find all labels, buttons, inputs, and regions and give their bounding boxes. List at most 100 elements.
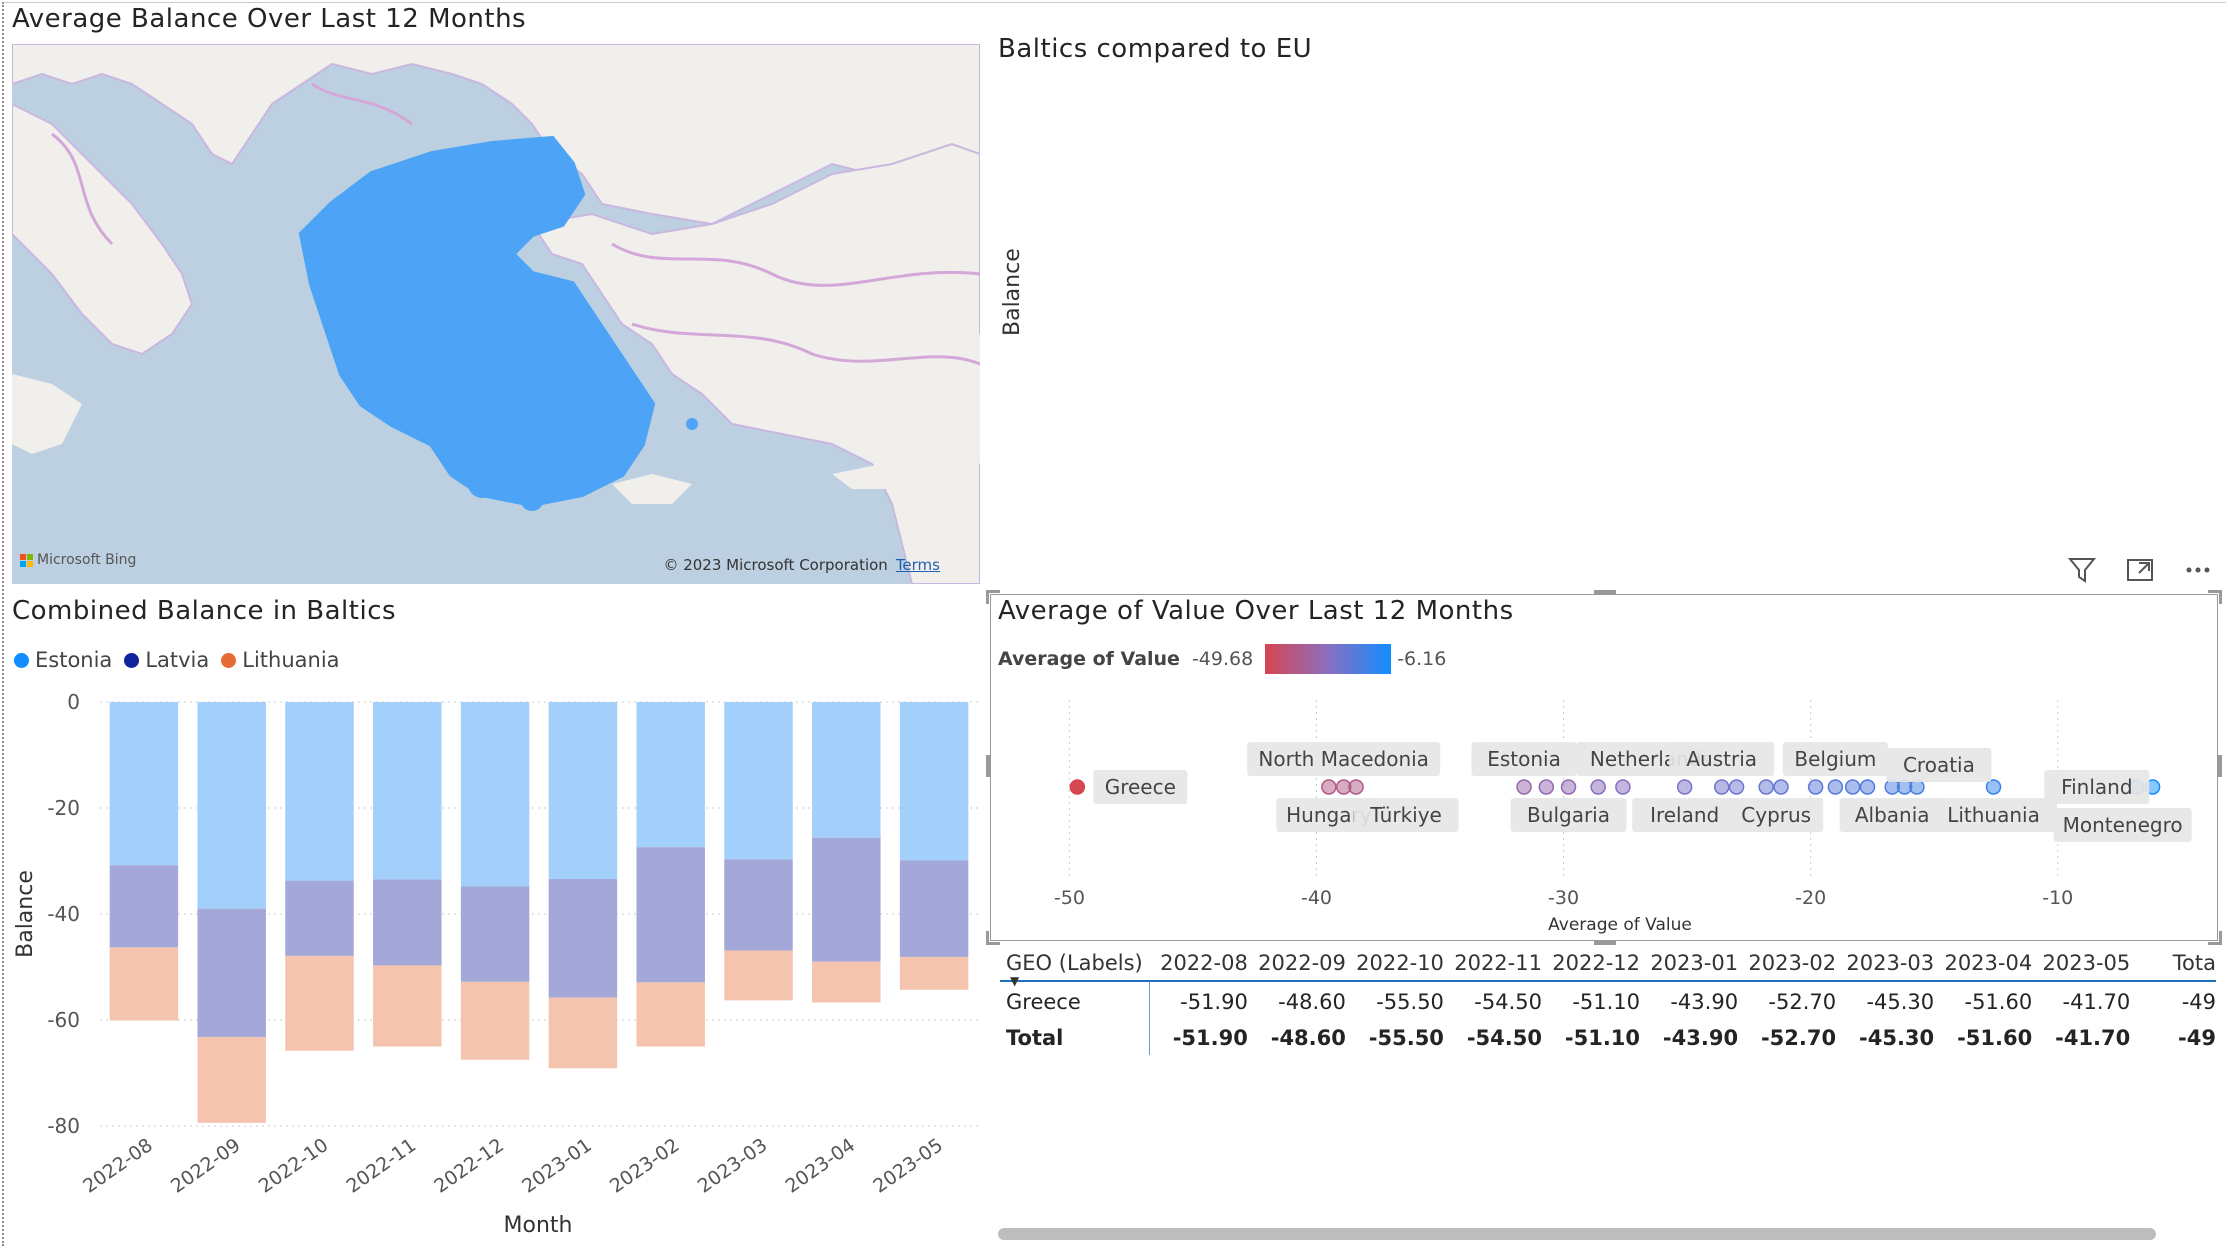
bar-segment-estonia[interactable]: [636, 702, 705, 848]
scatter-point[interactable]: [1590, 779, 1606, 795]
scatter-chart[interactable]: -50 -40 -30 -20 -10 Average of Value Greece Nor…: [990, 690, 2216, 940]
bar-segment-estonia[interactable]: [899, 702, 969, 861]
scatter-point[interactable]: [1560, 779, 1577, 795]
scatter-point[interactable]: [1758, 779, 1774, 795]
bar-segment-estonia[interactable]: [373, 702, 442, 880]
bar-segment-estonia[interactable]: [109, 702, 179, 866]
scatter-point[interactable]: [1844, 779, 1861, 795]
bar-segment-latvia[interactable]: [373, 879, 442, 966]
matrix-cell: -41.70: [2062, 989, 2131, 1014]
bar-segment-estonia[interactable]: [812, 702, 881, 838]
row-header-label: GEO (Labels): [1006, 951, 1143, 975]
svg-text:Türkiye: Türkiye: [1369, 803, 1442, 827]
bar-segment-lithuania[interactable]: [548, 997, 618, 1069]
bar-segment-lithuania[interactable]: [285, 955, 354, 1051]
matrix-column-header[interactable]: 2023-02: [1748, 951, 1837, 975]
matrix-cell: -55.50: [1368, 1026, 1444, 1050]
matrix-column-header[interactable]: 2023-04: [1944, 951, 2033, 975]
matrix-column-header[interactable]: 2022-11: [1454, 951, 1542, 975]
scatter-point[interactable]: [1538, 779, 1555, 795]
scatter-label-estonia: Estonia: [1471, 742, 1577, 776]
matrix-cell: -55.50: [1376, 989, 1444, 1014]
bar-segment-latvia[interactable]: [460, 886, 530, 982]
legend-item-latvia[interactable]: Latvia: [124, 648, 209, 672]
bar-segment-latvia[interactable]: [548, 879, 618, 998]
matrix-cell: -45.30: [1859, 1026, 1935, 1050]
bar-segment-latvia[interactable]: [899, 860, 969, 957]
matrix-cell: -48.60: [1270, 1026, 1346, 1050]
x-tick-label: 2023-05: [869, 1134, 947, 1198]
matrix-cell: -43.90: [1670, 989, 1739, 1014]
bar-segment-latvia[interactable]: [724, 859, 793, 951]
filter-icon[interactable]: [2064, 552, 2100, 588]
bar-segment-lithuania[interactable]: [724, 950, 793, 1001]
matrix-row-header[interactable]: GEO (Labels) ▼: [1000, 946, 1149, 988]
filled-map[interactable]: Microsoft Bing © 2023 Microsoft Corporat…: [12, 44, 980, 584]
scatter-label-albania: Albania: [1839, 798, 1945, 832]
scatter-point[interactable]: [1516, 779, 1532, 795]
matrix-column-header[interactable]: 2023-03: [1846, 951, 1935, 975]
terms-link[interactable]: Terms: [895, 556, 940, 574]
legend-item-lithuania[interactable]: Lithuania: [221, 648, 340, 672]
matrix-column-header[interactable]: 2022-12: [1552, 951, 1641, 975]
bar-legend: Estonia Latvia Lithuania: [14, 648, 340, 672]
line-visual-title: Baltics compared to EU: [998, 34, 1313, 64]
bar-segment-estonia[interactable]: [548, 702, 618, 880]
matrix-column-header[interactable]: 2023-01: [1650, 951, 1739, 975]
bar-segment-estonia[interactable]: [285, 702, 354, 881]
scatter-point[interactable]: [1069, 779, 1086, 795]
scatter-point[interactable]: [1348, 779, 1364, 795]
svg-text:Estonia: Estonia: [1487, 747, 1561, 771]
bar-segment-lithuania[interactable]: [109, 947, 179, 1021]
scatter-point[interactable]: [1807, 779, 1824, 795]
x-axis-label: Average of Value: [1548, 915, 1692, 935]
bar-segment-latvia[interactable]: [109, 865, 179, 948]
map-visual-title: Average Balance Over Last 12 Months: [12, 4, 527, 34]
bar-segment-lithuania[interactable]: [373, 965, 442, 1047]
map-canvas: [12, 44, 980, 584]
bar-segment-lithuania[interactable]: [460, 981, 530, 1060]
scatter-point[interactable]: [1827, 779, 1844, 795]
matrix-column-header[interactable]: 2023-05: [2042, 951, 2131, 975]
matrix-column-header[interactable]: 2022-10: [1356, 951, 1444, 975]
bar-segment-latvia[interactable]: [285, 880, 354, 956]
bar-segment-estonia[interactable]: [197, 702, 266, 909]
bar-segment-latvia[interactable]: [197, 908, 266, 1037]
scatter-point[interactable]: [1859, 779, 1876, 795]
table-row[interactable]: Greece -51.90 -48.60 -55.50 -54.50 -51.10 -43.…: [1000, 981, 2216, 1021]
scatter-point[interactable]: [1321, 779, 1337, 795]
matrix-column-header[interactable]: 2022-08: [1160, 951, 1248, 975]
x-tick-label: -20: [1795, 887, 1826, 909]
sort-down-icon[interactable]: ▼: [1010, 974, 1020, 988]
greece-region[interactable]: [298, 135, 656, 508]
scatter-point[interactable]: [1615, 779, 1631, 795]
bar-segment-lithuania[interactable]: [899, 956, 969, 990]
bar-segment-lithuania[interactable]: [197, 1036, 266, 1123]
scatter-point[interactable]: [1713, 779, 1730, 795]
bar-segment-estonia[interactable]: [460, 702, 530, 887]
svg-text:Austria: Austria: [1686, 747, 1757, 771]
more-options-icon[interactable]: [2180, 552, 2216, 588]
bar-segment-lithuania[interactable]: [636, 982, 705, 1047]
horizontal-scrollbar[interactable]: [998, 1228, 2156, 1240]
matrix-table[interactable]: GEO (Labels) ▼ 2022-08 2022-09 2022-10 2022-1…: [1000, 946, 2216, 1096]
scatter-point[interactable]: [1909, 779, 1925, 795]
scatter-point[interactable]: [1676, 779, 1693, 795]
legend-item-estonia[interactable]: Estonia: [14, 648, 112, 672]
scatter-point[interactable]: [1728, 779, 1745, 795]
bar-segment-estonia[interactable]: [724, 702, 793, 860]
focus-mode-icon[interactable]: [2122, 552, 2158, 588]
svg-text:Lithuania: Lithuania: [1947, 803, 2040, 827]
table-row[interactable]: Total -51.90 -48.60 -55.50 -54.50 -51.10 -43.9…: [1000, 1021, 2216, 1055]
bar-segment-latvia[interactable]: [812, 837, 881, 962]
svg-text:Montenegro: Montenegro: [2063, 813, 2183, 837]
bar-segment-lithuania[interactable]: [812, 961, 881, 1003]
y-tick-label: -60: [47, 1008, 80, 1032]
bar-segment-latvia[interactable]: [636, 847, 705, 983]
matrix-column-header[interactable]: Tota: [2172, 951, 2216, 975]
scatter-point[interactable]: [1773, 779, 1789, 795]
scatter-point[interactable]: [1985, 779, 2002, 795]
matrix-column-header[interactable]: 2022-09: [1258, 951, 1346, 975]
matrix-cell: -54.50: [1466, 1026, 1542, 1050]
